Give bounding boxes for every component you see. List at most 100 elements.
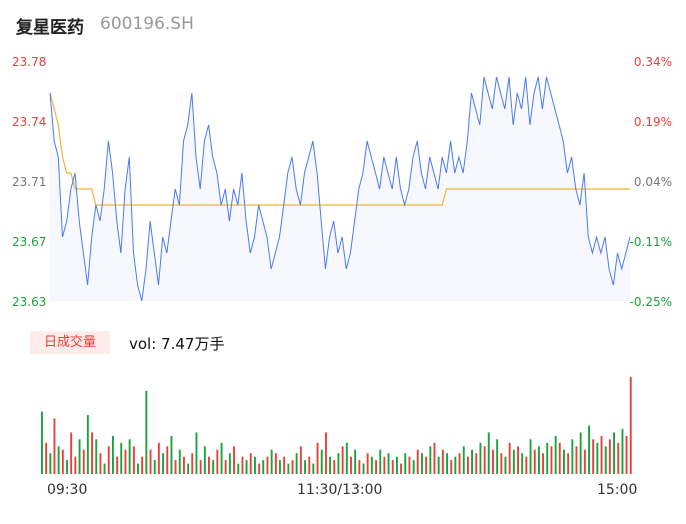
volume-bar bbox=[208, 456, 210, 474]
volume-bar bbox=[212, 460, 215, 474]
volume-bar bbox=[504, 456, 507, 474]
volume-bar bbox=[216, 449, 219, 474]
volume-bar bbox=[99, 453, 102, 474]
volume-bar bbox=[412, 460, 415, 474]
volume-bar bbox=[525, 456, 528, 474]
volume-bar bbox=[41, 411, 43, 474]
volume-bar bbox=[174, 460, 177, 474]
volume-bar bbox=[258, 463, 261, 474]
volume-bar bbox=[358, 460, 361, 474]
volume-bar bbox=[529, 439, 532, 474]
volume-bar bbox=[166, 446, 169, 474]
volume-bar bbox=[103, 463, 106, 474]
volume-bar bbox=[203, 446, 206, 474]
volume-bar bbox=[199, 460, 202, 474]
volume-bar bbox=[128, 439, 131, 474]
volume-bar bbox=[283, 456, 286, 474]
volume-bar bbox=[479, 442, 482, 474]
volume-bar bbox=[366, 453, 369, 474]
y-tick-right-2: 0.04% bbox=[633, 175, 672, 189]
volume-bar bbox=[521, 453, 524, 474]
volume-bar bbox=[195, 432, 198, 474]
volume-bar bbox=[61, 449, 64, 474]
volume-bar bbox=[592, 439, 595, 474]
volume-bar bbox=[608, 439, 611, 474]
volume-bar bbox=[270, 449, 273, 474]
volume-bar bbox=[350, 456, 352, 474]
volume-bar bbox=[91, 432, 93, 474]
volume-bar bbox=[617, 442, 620, 474]
volume-bar bbox=[421, 453, 423, 474]
volume-bar bbox=[107, 446, 110, 474]
volume-bar bbox=[49, 453, 52, 474]
volume-bar bbox=[471, 449, 473, 474]
volume-bar bbox=[304, 460, 306, 474]
volume-bar bbox=[558, 442, 561, 474]
volume-bar bbox=[600, 435, 603, 474]
volume-bar bbox=[245, 460, 248, 474]
volume-bar bbox=[467, 456, 469, 474]
volume-bar bbox=[132, 446, 135, 474]
x-tick-close: 15:00 bbox=[597, 482, 638, 498]
volume-bar bbox=[82, 449, 85, 474]
volume-bar bbox=[220, 442, 223, 474]
volume-bar bbox=[508, 442, 511, 474]
y-tick-left-0: 23.78 bbox=[12, 55, 47, 69]
volume-bar bbox=[157, 442, 160, 474]
volume-bar bbox=[274, 453, 277, 474]
volume-bar bbox=[542, 453, 544, 474]
volume-bar bbox=[583, 449, 586, 474]
volume-bar bbox=[563, 449, 565, 474]
volume-bar bbox=[241, 456, 244, 474]
y-tick-left-2: 23.71 bbox=[12, 175, 47, 189]
volume-bar bbox=[500, 453, 503, 474]
volume-bar bbox=[145, 390, 148, 474]
volume-bar bbox=[66, 460, 68, 474]
volume-bar bbox=[575, 446, 578, 474]
volume-bar bbox=[345, 442, 348, 474]
stock-code: 600196.SH bbox=[100, 14, 194, 34]
volume-bar bbox=[567, 453, 570, 474]
volume-bar bbox=[337, 453, 340, 474]
volume-bar bbox=[95, 439, 98, 474]
volume-bar bbox=[183, 456, 185, 474]
volume-bar bbox=[116, 456, 119, 474]
volume-bar bbox=[291, 460, 294, 474]
volume-bar bbox=[299, 446, 302, 474]
x-tick-open: 09:30 bbox=[47, 482, 88, 498]
volume-bar bbox=[325, 432, 327, 474]
stock-name: 复星医药 bbox=[16, 18, 84, 38]
volume-bar bbox=[437, 456, 440, 474]
x-tick-midday: 11:30/13:00 bbox=[297, 482, 383, 498]
price-area bbox=[50, 77, 630, 301]
volume-readout: vol: 7.47万手 bbox=[129, 335, 225, 353]
volume-bar bbox=[254, 456, 256, 474]
volume-bar bbox=[354, 449, 357, 474]
volume-bar bbox=[404, 453, 407, 474]
y-tick-right-0: 0.34% bbox=[633, 55, 672, 69]
volume-bar bbox=[492, 449, 494, 474]
volume-bar bbox=[53, 418, 56, 474]
volume-bar bbox=[425, 456, 428, 474]
volume-bar bbox=[625, 435, 628, 474]
volume-bar bbox=[153, 460, 156, 474]
volume-bar bbox=[249, 453, 252, 474]
volume-bar bbox=[262, 460, 265, 474]
volume-bar bbox=[224, 460, 227, 474]
y-tick-right-3: -0.11% bbox=[629, 235, 672, 249]
volume-bar bbox=[571, 439, 574, 474]
daily-volume-badge: 日成交量 bbox=[30, 331, 110, 354]
volume-bar bbox=[316, 442, 319, 474]
volume-bar bbox=[550, 446, 553, 474]
volume-bar bbox=[538, 446, 540, 474]
volume-bar bbox=[362, 463, 365, 474]
volume-bar bbox=[137, 463, 139, 474]
volume-bar bbox=[124, 449, 127, 474]
volume-bar bbox=[341, 446, 344, 474]
volume-bar bbox=[554, 435, 557, 474]
volume-bar bbox=[312, 463, 315, 474]
volume-bar bbox=[266, 456, 269, 474]
volume-bar bbox=[370, 456, 373, 474]
volume-bar bbox=[588, 425, 590, 474]
volume-bar bbox=[237, 463, 240, 474]
